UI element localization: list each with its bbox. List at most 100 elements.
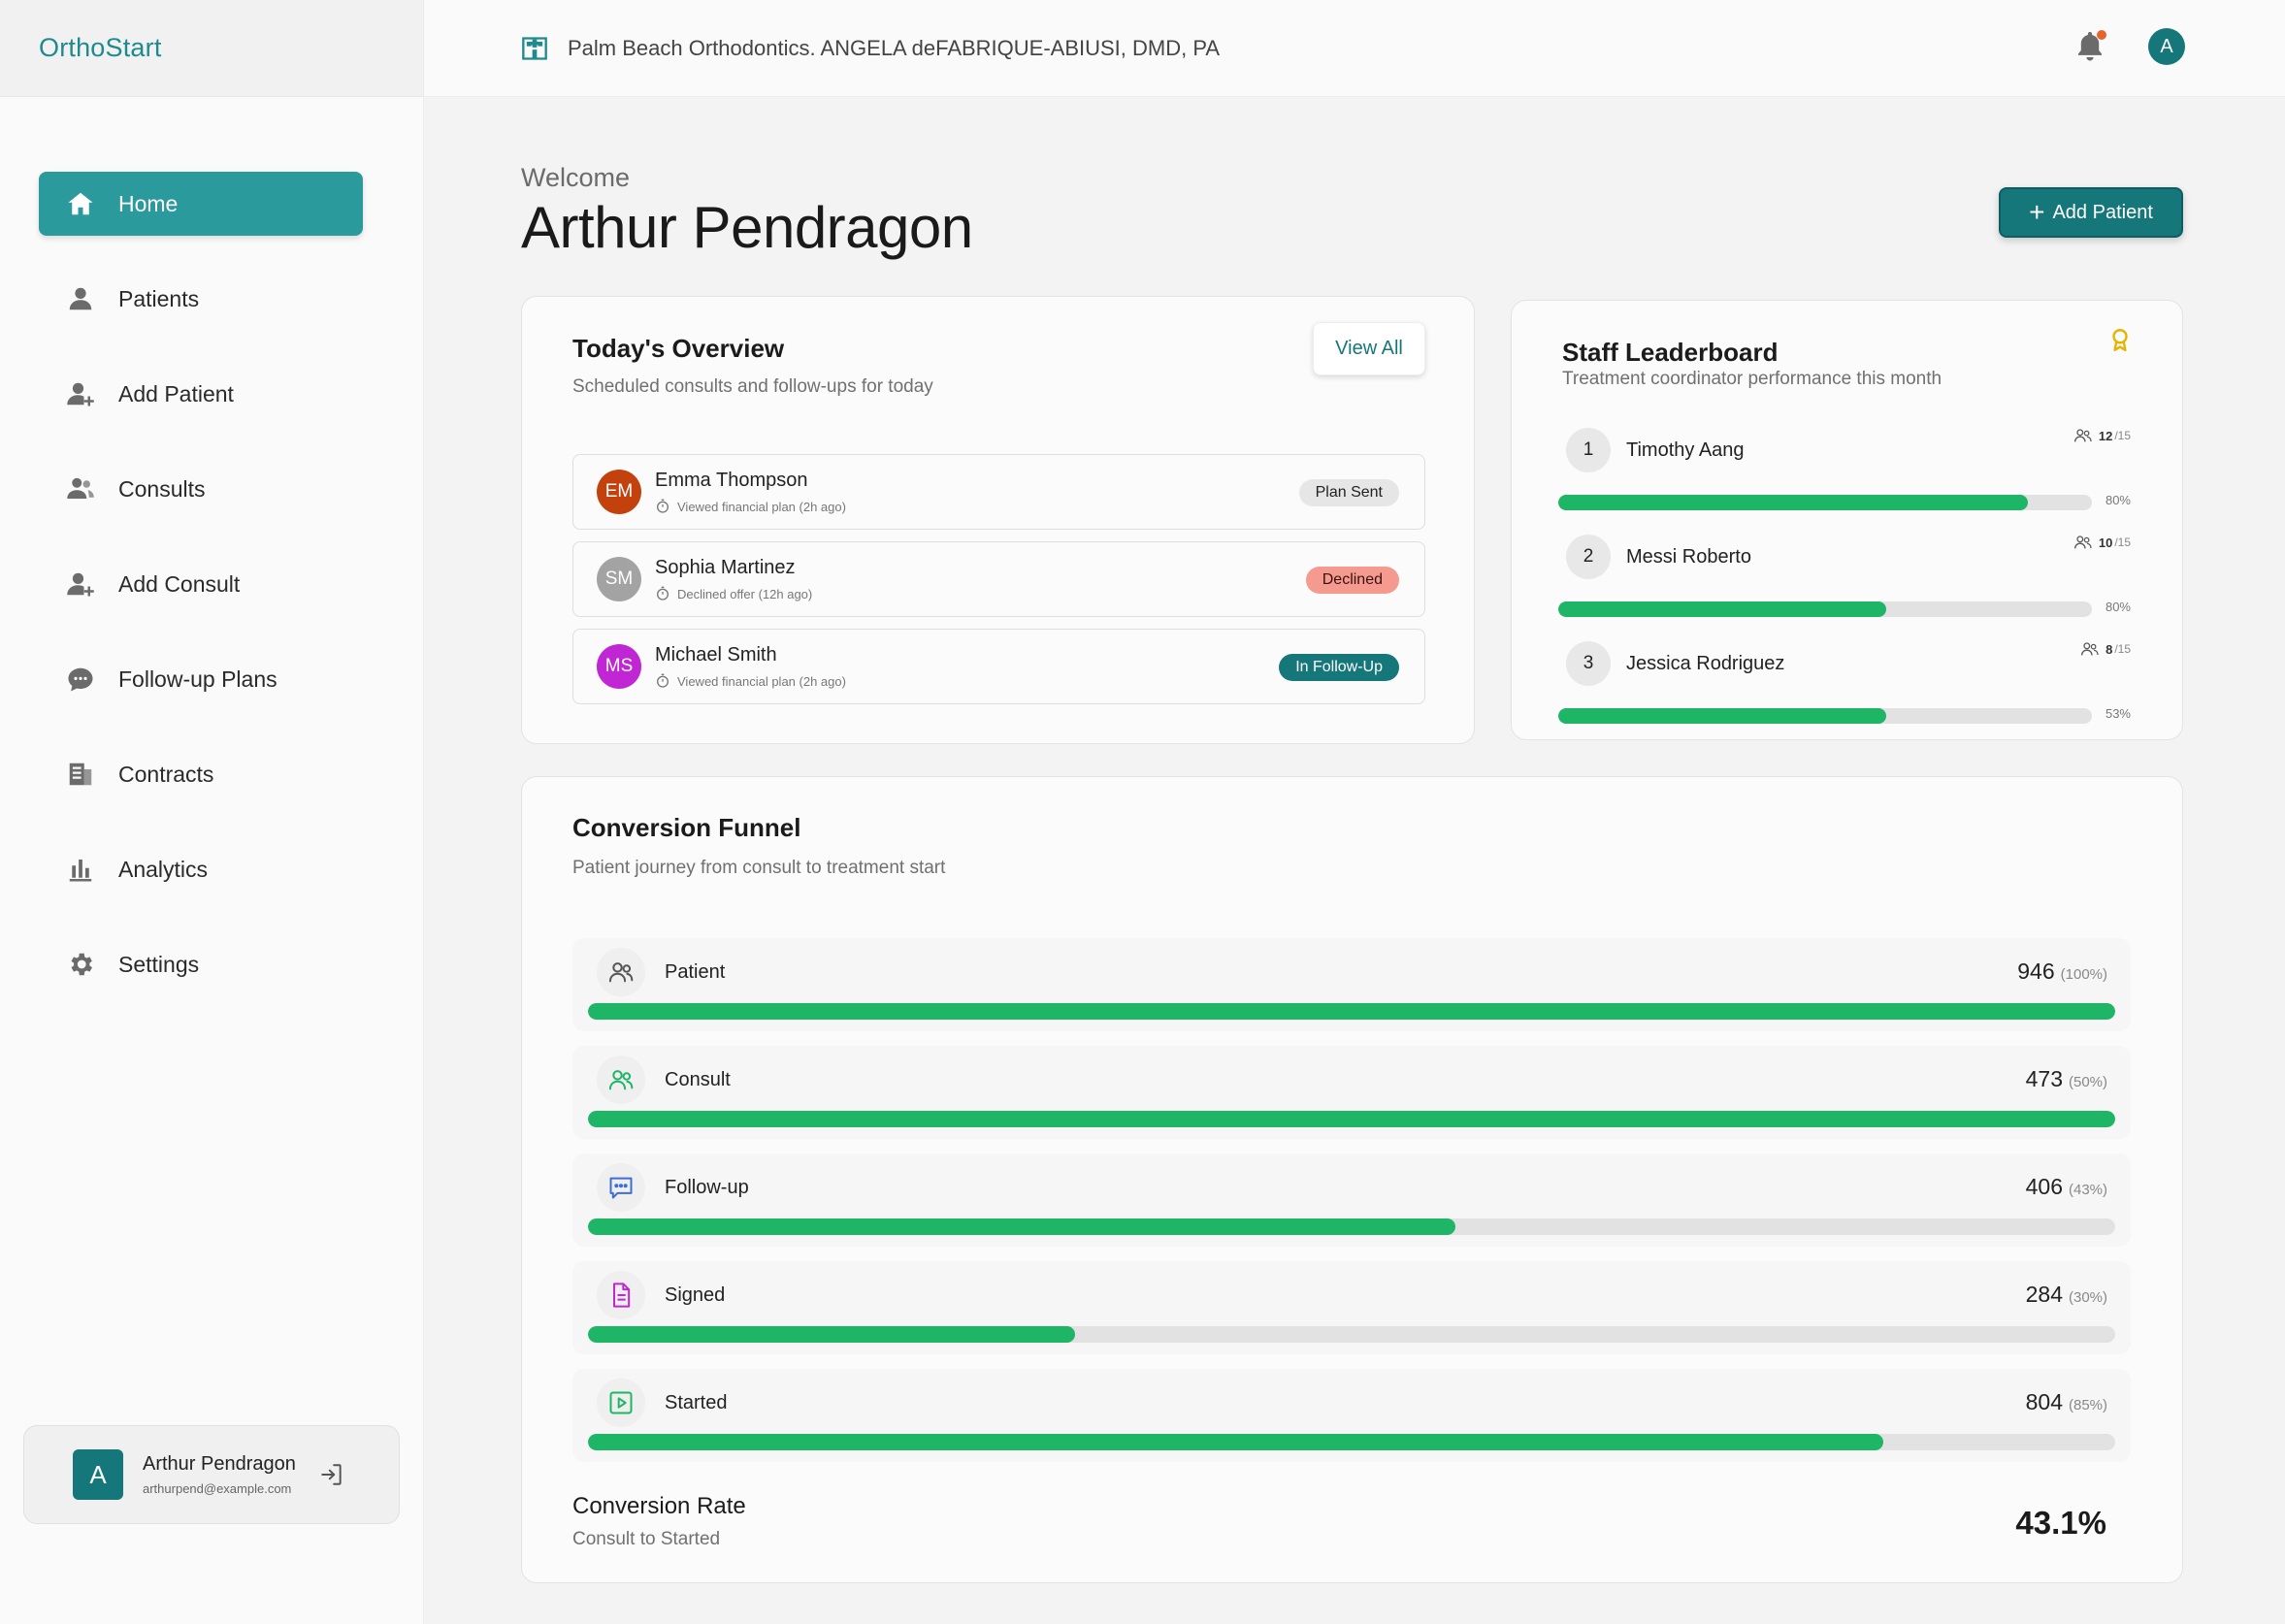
todays-overview-card: Today's Overview Scheduled consults and … <box>521 296 1475 744</box>
funnel-stage-signed: Signed 284 (30%) <box>572 1261 2131 1354</box>
staff-count-total: /15 <box>2114 642 2131 656</box>
progress-fill <box>588 1434 1883 1450</box>
stage-count: 946 <box>2017 958 2055 984</box>
view-all-button[interactable]: View All <box>1313 322 1425 375</box>
sidebar-item-analytics[interactable]: Analytics <box>39 837 363 901</box>
funnel-stage-follow-up: Follow-up 406 (43%) <box>572 1153 2131 1247</box>
staff-count-total: /15 <box>2114 429 2131 442</box>
appointment-meta: Viewed financial plan (2h ago) <box>655 673 846 689</box>
progress-track <box>588 1326 2115 1343</box>
play-icon <box>597 1379 645 1427</box>
document-icon <box>66 760 95 789</box>
funnel-stage-patient: Patient 946 (100%) <box>572 938 2131 1031</box>
appointment-info: Michael Smith Viewed financial plan (2h … <box>655 644 846 689</box>
staff-count-total: /15 <box>2114 536 2131 549</box>
bar-chart-icon <box>66 855 95 884</box>
stage-label: Follow-up <box>665 1177 749 1198</box>
appointment-row[interactable]: EM Emma Thompson Viewed financial plan (… <box>572 454 1425 530</box>
staff-count: 12 /15 <box>2073 428 2131 443</box>
sidebar-item-add-patient[interactable]: Add Patient <box>39 362 363 426</box>
sidebar-item-label: Add Consult <box>118 570 241 597</box>
stage-percent: (43%) <box>2068 1182 2107 1198</box>
notification-dot <box>2097 30 2106 40</box>
logout-icon[interactable] <box>319 1462 344 1487</box>
staff-count: 8 /15 <box>2080 641 2131 657</box>
status-badge: Plan Sent <box>1298 479 1399 506</box>
leaderboard-row: 3 Jessica Rodriguez 8 /15 53% <box>1558 641 2131 738</box>
appointment-row[interactable]: MS Michael Smith Viewed financial plan (… <box>572 629 1425 704</box>
conversion-funnel-card: Conversion Funnel Patient journey from c… <box>521 776 2183 1583</box>
progress-track <box>588 1003 2115 1020</box>
sidebar-item-home[interactable]: Home <box>39 172 363 236</box>
sidebar-item-label: Consults <box>118 475 206 502</box>
progress-track <box>588 1111 2115 1127</box>
sidebar: OrthoStart Home Patients Add Patient Con… <box>0 0 424 1624</box>
people-icon <box>597 1056 645 1104</box>
staff-count-value: 12 <box>2098 428 2113 443</box>
clinic-name: Palm Beach Orthodontics. ANGELA deFABRIQ… <box>568 35 1221 60</box>
top-bar: Palm Beach Orthodontics. ANGELA deFABRIQ… <box>424 0 2285 97</box>
progress-track <box>588 1218 2115 1235</box>
sidebar-nav: Home Patients Add Patient Consults Add C… <box>39 172 363 1027</box>
sidebar-item-consults[interactable]: Consults <box>39 457 363 521</box>
card-subtitle: Patient journey from consult to treatmen… <box>572 858 946 878</box>
people-icon <box>66 474 95 503</box>
timer-icon <box>657 673 669 688</box>
add-patient-button[interactable]: + Add Patient <box>1999 187 2183 238</box>
staff-percent: 53% <box>2105 706 2131 721</box>
sidebar-item-follow-up-plans[interactable]: Follow-up Plans <box>39 647 363 711</box>
user-name: Arthur Pendragon <box>143 1453 296 1475</box>
person-add-icon <box>66 569 95 599</box>
brand-logo[interactable]: OrthoStart <box>0 0 423 97</box>
stage-value: 284 (30%) <box>2026 1282 2107 1308</box>
progress-fill <box>1558 601 1887 617</box>
appointment-row[interactable]: SM Sophia Martinez Declined offer (12h a… <box>572 541 1425 617</box>
sidebar-item-settings[interactable]: Settings <box>39 932 363 996</box>
timer-icon <box>657 586 669 601</box>
notifications-button[interactable] <box>2073 27 2108 66</box>
stage-label: Patient <box>665 961 726 983</box>
user-card[interactable]: A Arthur Pendragon arthurpend@example.co… <box>23 1425 400 1524</box>
stage-percent: (100%) <box>2060 966 2107 983</box>
stage-percent: (30%) <box>2068 1289 2107 1306</box>
appointment-info: Sophia Martinez Declined offer (12h ago) <box>655 557 812 601</box>
staff-leaderboard-card: Staff Leaderboard Treatment coordinator … <box>1511 300 2183 740</box>
sidebar-item-label: Add Patient <box>118 380 234 406</box>
avatar: SM <box>597 557 641 601</box>
staff-percent: 80% <box>2105 600 2131 614</box>
staff-percent: 80% <box>2105 493 2131 507</box>
card-title: Conversion Funnel <box>572 813 801 842</box>
funnel-stage-consult: Consult 473 (50%) <box>572 1046 2131 1139</box>
sidebar-item-patients[interactable]: Patients <box>39 267 363 331</box>
appointment-meta-text: Viewed financial plan (2h ago) <box>677 673 846 689</box>
avatar: EM <box>597 470 641 514</box>
status-badge: In Follow-Up <box>1279 654 1399 681</box>
stage-value: 473 (50%) <box>2026 1066 2107 1092</box>
page-title: Arthur Pendragon <box>521 195 973 260</box>
stage-value: 804 (85%) <box>2026 1389 2107 1415</box>
card-subtitle: Scheduled consults and follow-ups for to… <box>572 376 933 397</box>
appointment-info: Emma Thompson Viewed financial plan (2h … <box>655 470 846 514</box>
card-title: Staff Leaderboard <box>1562 338 1779 367</box>
appointment-meta: Declined offer (12h ago) <box>655 586 812 601</box>
stage-value: 946 (100%) <box>2017 958 2107 985</box>
card-subtitle: Treatment coordinator performance this m… <box>1562 369 1942 389</box>
sidebar-item-label: Settings <box>118 951 200 977</box>
progress-track <box>1558 601 2092 617</box>
sidebar-item-label: Patients <box>118 285 200 311</box>
stage-count: 473 <box>2025 1066 2063 1091</box>
avatar: MS <box>597 644 641 689</box>
stage-percent: (85%) <box>2068 1397 2107 1413</box>
sidebar-item-contracts[interactable]: Contracts <box>39 742 363 806</box>
award-icon <box>2112 329 2128 352</box>
conversion-rate-value: 43.1% <box>2015 1505 2106 1541</box>
chat-icon <box>597 1163 645 1212</box>
sidebar-item-add-consult[interactable]: Add Consult <box>39 552 363 616</box>
gear-icon <box>66 950 95 979</box>
home-icon <box>66 189 95 218</box>
stage-count: 406 <box>2025 1174 2063 1199</box>
people-icon <box>2073 536 2092 549</box>
leaderboard-row: 2 Messi Roberto 10 /15 80% <box>1558 535 2131 632</box>
appointment-meta-text: Declined offer (12h ago) <box>677 586 813 601</box>
avatar[interactable]: A <box>2148 28 2185 65</box>
